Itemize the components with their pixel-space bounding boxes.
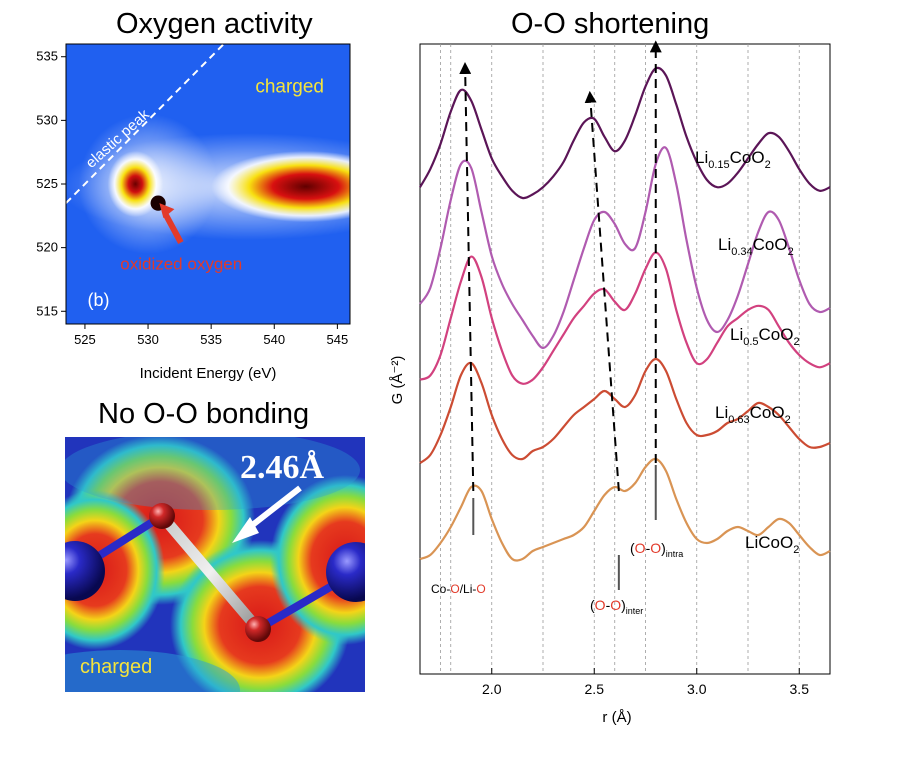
cobalt-atom-left xyxy=(65,541,105,601)
heatmap-y-tick-label: 525 xyxy=(36,176,58,191)
heatmap-x-tick-label: 545 xyxy=(327,332,349,347)
pdf-x-tick-label: 3.5 xyxy=(790,681,810,697)
pdf-x-tick-label: 2.0 xyxy=(482,681,502,697)
oxidized-oxygen-label: oxidized oxygen xyxy=(120,254,242,273)
pdf-series-line xyxy=(419,251,831,385)
pdf-chart: Li0.15CoO2 Li0.34CoO2 Li0.5CoO2 Li0.63CoO2 L… xyxy=(389,40,831,726)
pdf-x-tick-label: 3.0 xyxy=(687,681,707,697)
pdf-series-label: Li0.15CoO2 xyxy=(695,148,771,171)
pdf-x-axis-label: r (Å) xyxy=(602,709,631,726)
peak-trend-arrow xyxy=(459,62,475,492)
pdf-series-line xyxy=(419,457,831,562)
heatmap-y-tick-label: 530 xyxy=(36,112,58,127)
elastic-peak-line xyxy=(66,44,225,204)
oxidized-oxygen-arrow-head xyxy=(159,203,175,219)
right-title: O-O shortening xyxy=(511,8,710,40)
cobalt-atom-right xyxy=(326,542,365,602)
pdf-series-label: Li0.63CoO2 xyxy=(715,403,791,426)
heatmap-y-tick-label: 520 xyxy=(36,240,58,255)
panel-label: (b) xyxy=(87,290,109,310)
oxidized-oxygen-arrow-shaft xyxy=(163,213,184,244)
pdf-series-line xyxy=(419,66,831,200)
oo-inter-label: (O-O)inter xyxy=(590,597,643,616)
left-top-title: Oxygen activity xyxy=(116,8,313,40)
oo-distance-label: 2.46Å xyxy=(240,449,325,486)
heatmap-x-tick-label: 540 xyxy=(263,332,285,347)
co-o-li-o-label: Co-O/Li-O xyxy=(431,582,486,596)
pdf-x-tick-label: 2.5 xyxy=(585,681,605,697)
distance-arrow-shaft xyxy=(244,485,302,533)
heatmap-y-tick-label: 535 xyxy=(36,49,58,64)
oxygen-atom-bottom xyxy=(245,616,271,642)
peak-trend-arrow xyxy=(584,90,620,492)
pdf-y-axis-label: G (Å⁻²) xyxy=(389,356,406,405)
pdf-series-label: LiCoO2 xyxy=(745,533,799,556)
distance-arrow-head xyxy=(232,517,259,543)
pdf-series-line xyxy=(419,146,831,350)
pdf-series-label: Li0.5CoO2 xyxy=(730,325,800,348)
pdf-frame xyxy=(419,43,831,675)
oxygen-atom-top xyxy=(149,503,175,529)
heatmap-x-tick-label: 530 xyxy=(137,332,159,347)
oo-intra-label: (O-O)intra xyxy=(630,540,683,559)
pdf-series-line xyxy=(419,357,831,464)
structure-state-label: charged xyxy=(80,656,152,678)
pdf-series-label: Li0.34CoO2 xyxy=(718,235,794,258)
heatmap-x-axis-label: Incident Energy (eV) xyxy=(140,365,277,382)
heatmap-state-label: charged xyxy=(255,76,324,97)
heatmap-hotspot xyxy=(107,150,164,218)
heatmap-x-tick-label: 525 xyxy=(74,332,96,347)
left-bottom-title: No O-O bonding xyxy=(98,398,310,430)
heatmap-y-tick-label: 515 xyxy=(36,303,58,318)
heatmap-x-tick-label: 535 xyxy=(200,332,222,347)
structure-image: 2.46Å charged xyxy=(65,437,365,692)
o-o-rod xyxy=(156,510,264,635)
heatmap-hotspot xyxy=(211,150,350,223)
